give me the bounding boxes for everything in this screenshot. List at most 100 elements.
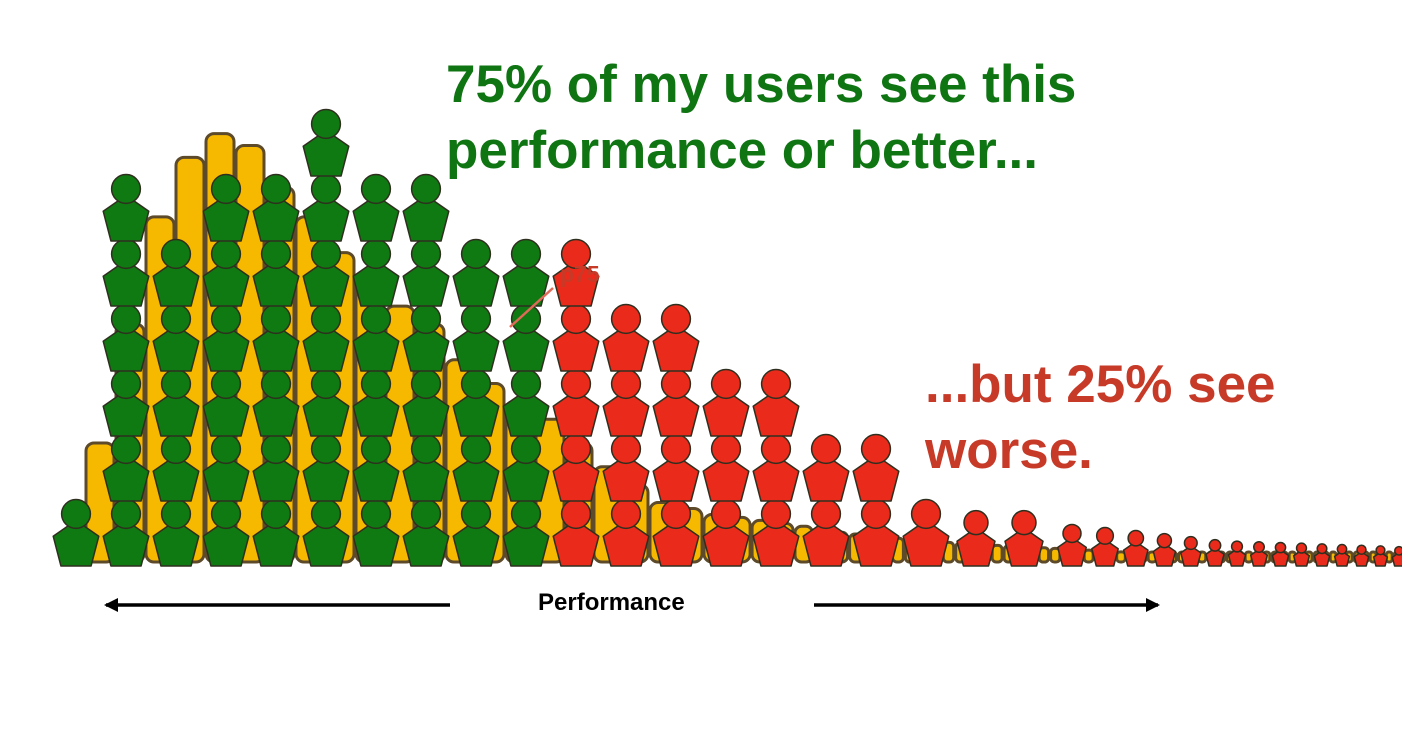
user-icon-good [302,303,350,372]
user-icon-bad [1057,523,1087,567]
user-icon-bad [956,509,996,567]
user-icon-good [152,433,200,502]
users-layer [52,108,1402,567]
user-icon-good [302,368,350,437]
user-icon-good [302,108,350,177]
user-icon-bad [1313,543,1331,567]
user-icon-good [252,238,300,307]
user-icon-bad [752,498,800,567]
user-icon-bad [752,433,800,502]
user-icon-bad [1205,538,1225,567]
user-icon-bad [652,368,700,437]
user-icon-bad [752,368,800,437]
user-icon-bad [1179,535,1202,567]
user-icon-bad [552,303,600,372]
user-icon-bad [552,368,600,437]
user-icon-bad [652,303,700,372]
user-icon-good [402,173,450,242]
user-icon-good [302,173,350,242]
user-icon-good [402,238,450,307]
user-icon-bad [802,498,850,567]
user-icon-bad [1122,529,1149,567]
user-icon-good [152,498,200,567]
user-icon-good [102,173,150,242]
user-icon-bad [1292,542,1311,567]
user-icon-good [52,498,100,567]
user-icon-bad [1333,543,1351,567]
user-icon-good [352,368,400,437]
user-icon-bad [602,498,650,567]
user-icon-good [252,433,300,502]
user-icon-bad [702,368,750,437]
user-icon-good [252,368,300,437]
p75-annotation: p75 [560,261,600,287]
user-icon-good [202,238,250,307]
user-icon-good [202,173,250,242]
user-icon-bad [1004,509,1044,567]
user-icon-good [452,433,500,502]
user-icon-bad [1372,545,1389,567]
user-icon-good [502,238,550,307]
user-icon-bad [1271,541,1290,567]
user-icon-good [202,498,250,567]
user-icon-bad [602,433,650,502]
user-icon-bad [552,498,600,567]
user-icon-good [102,433,150,502]
headline-good-line1: 75% of my users see this [446,55,1077,114]
user-icon-bad [1249,541,1269,567]
user-icon-bad [602,368,650,437]
user-icon-bad [702,433,750,502]
headline-good: 75% of my users see this performance or … [446,52,1076,184]
x-axis-label: Performance [538,589,685,616]
user-icon-bad [702,498,750,567]
user-icon-bad [552,433,600,502]
user-icon-good [352,173,400,242]
user-icon-good [202,433,250,502]
headline-bad-line2: worse. [925,421,1093,480]
user-icon-good [452,303,500,372]
user-icon-bad [1152,532,1177,567]
user-icon-good [452,498,500,567]
user-icon-good [102,498,150,567]
headline-bad-line1: ...but 25% see [925,355,1276,414]
user-icon-good [202,303,250,372]
user-icon-good [402,303,450,372]
user-icon-good [402,433,450,502]
user-icon-good [352,433,400,502]
user-icon-good [352,303,400,372]
user-icon-good [102,368,150,437]
user-icon-good [502,433,550,502]
user-icon-bad [852,433,900,502]
user-icon-good [502,303,550,372]
user-icon-good [302,433,350,502]
user-icon-good [252,498,300,567]
user-icon-bad [902,498,950,567]
user-icon-good [252,303,300,372]
user-icon-good [152,368,200,437]
user-icon-bad [1391,545,1402,567]
user-icon-good [502,368,550,437]
user-icon-good [352,498,400,567]
user-icon-bad [1227,540,1247,567]
user-icon-good [102,303,150,372]
user-icon-bad [802,433,850,502]
user-icon-good [102,238,150,307]
user-icon-bad [852,498,900,567]
user-icon-bad [602,303,650,372]
user-icon-good [252,173,300,242]
user-icon-bad [1091,526,1119,567]
user-icon-good [452,238,500,307]
user-icon-good [502,498,550,567]
headline-good-line2: performance or better... [446,121,1039,180]
headline-bad: ...but 25% see worse. [925,352,1276,484]
user-icon-good [302,498,350,567]
user-icon-good [352,238,400,307]
user-icon-good [152,303,200,372]
user-icon-good [152,238,200,307]
user-icon-bad [652,433,700,502]
user-icon-good [302,238,350,307]
user-icon-bad [552,238,600,307]
user-icon-bad [1353,544,1370,567]
